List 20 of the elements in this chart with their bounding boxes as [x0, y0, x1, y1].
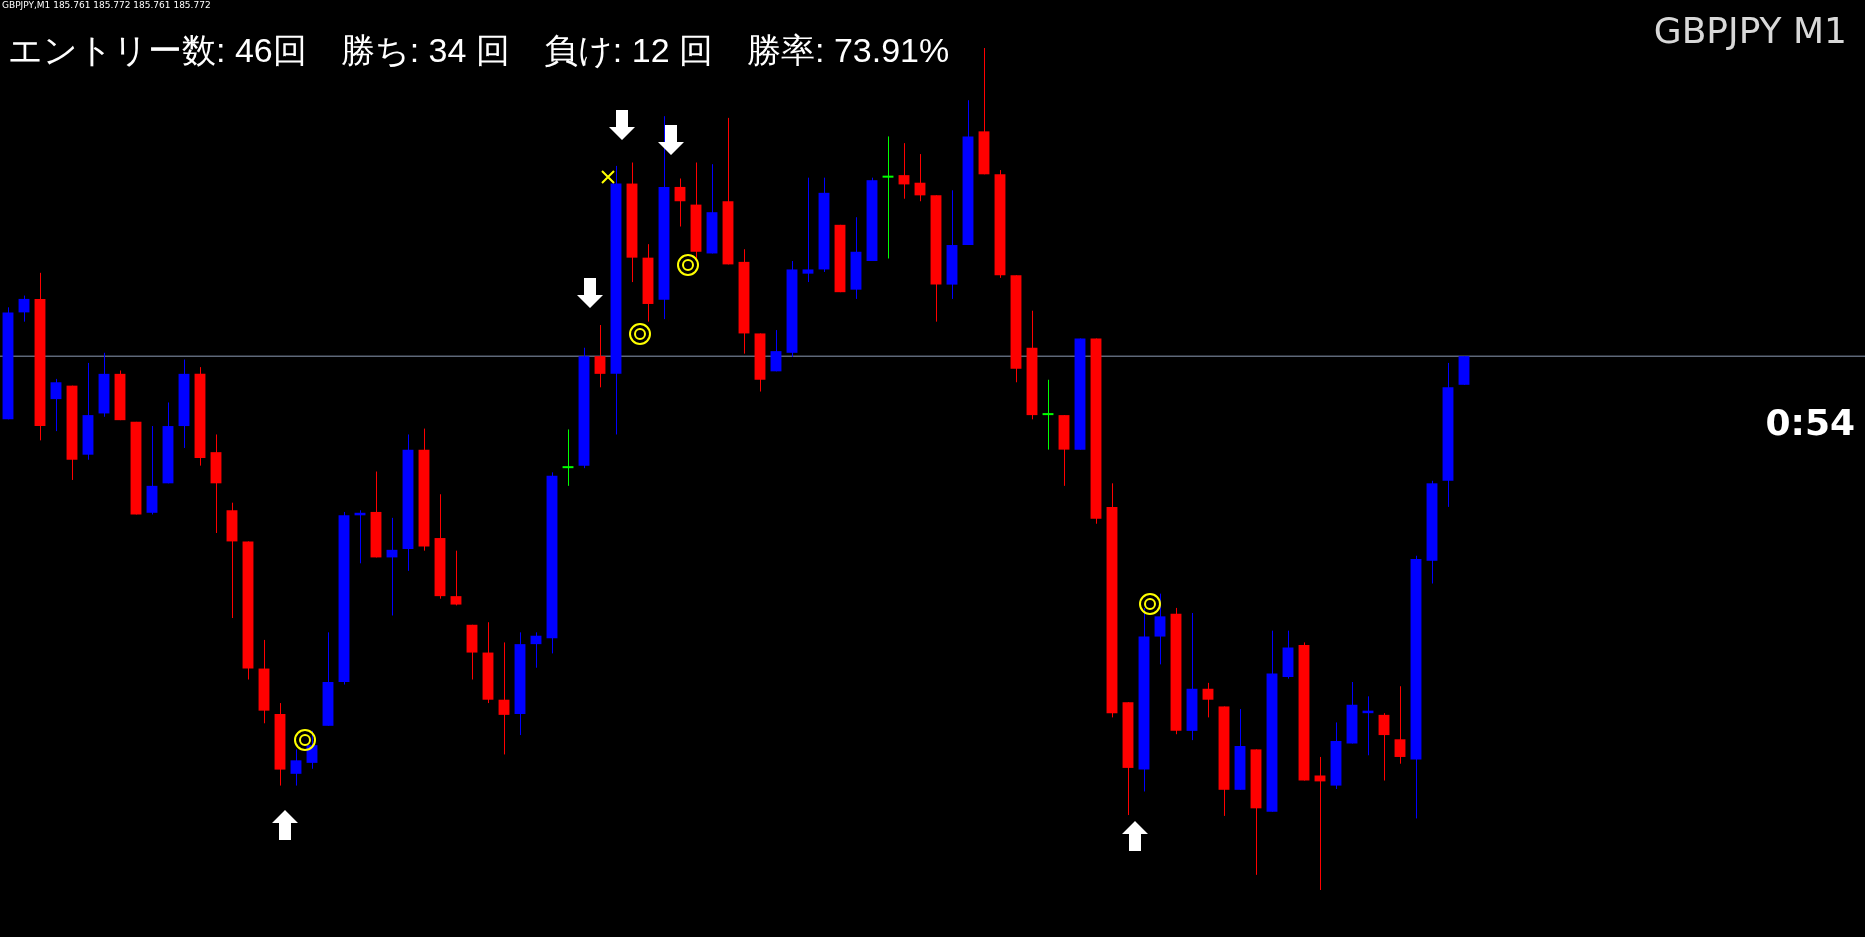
candlestick — [562, 428, 574, 487]
candlestick — [802, 177, 814, 283]
candlestick — [1202, 682, 1214, 718]
candlestick — [1314, 756, 1326, 891]
candlestick — [882, 135, 894, 259]
text: GBPJPY,M1 185.761 185.772 185.761 185.772 — [2, 0, 211, 10]
candlestick — [770, 329, 782, 372]
candlestick — [674, 178, 686, 227]
candlestick — [1378, 712, 1390, 782]
candlestick — [1394, 685, 1406, 765]
candlestick — [1042, 379, 1054, 451]
candlestick — [594, 324, 606, 388]
candlestick — [50, 378, 62, 432]
candlestick — [450, 550, 462, 606]
candlestick — [498, 641, 510, 755]
candlestick — [290, 748, 302, 787]
chart-title: エントリー数: 46回 勝ち: 34 回 負け: 12 回 勝率: 73.91% — [8, 30, 950, 71]
text: 0:54 — [1765, 402, 1855, 443]
candlestick — [1154, 593, 1166, 665]
text: GBPJPY M1 — [1653, 10, 1847, 51]
